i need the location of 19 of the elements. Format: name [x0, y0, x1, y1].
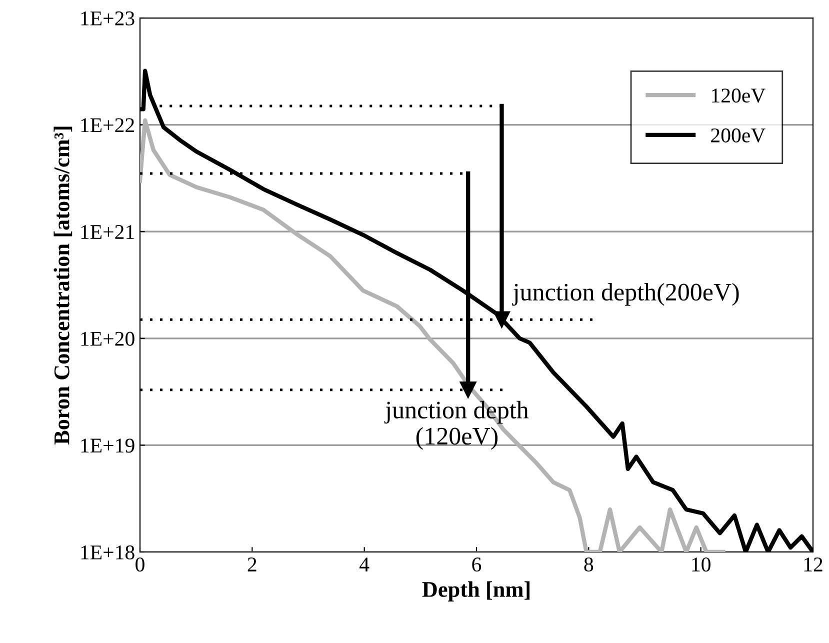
x-tick-label: 2	[248, 558, 256, 572]
x-tick-label: 12	[804, 558, 822, 572]
legend-label: 200eV	[711, 128, 766, 143]
x-axis-title: Depth [nm]	[422, 581, 530, 602]
y-tick-label: 1E+19	[81, 438, 134, 453]
x-tick-label: 4	[360, 558, 370, 572]
y-tick-label: 1E+23	[81, 11, 134, 26]
annotation: junction depth (120eV)	[384, 400, 529, 450]
x-tick-label: 6	[472, 558, 482, 572]
y-tick-label: 1E+20	[81, 332, 134, 346]
y-axis-title: Boron Concentration [atoms/cm³]	[54, 126, 72, 445]
x-tick-label: 0	[136, 557, 144, 572]
x-tick-label: 8	[584, 557, 594, 572]
y-tick-label: 1E+18	[81, 545, 134, 560]
x-tick-label: 10	[692, 557, 710, 572]
y-tick-label: 1E+21	[81, 225, 134, 239]
annotation: junction depth(200eV)	[512, 283, 739, 306]
y-tick-label: 1E+22	[81, 118, 134, 132]
legend-label: 120eV	[712, 88, 766, 103]
